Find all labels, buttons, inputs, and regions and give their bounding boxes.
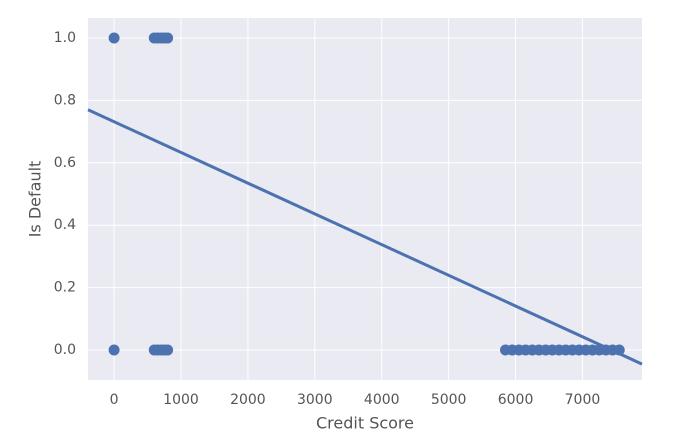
y-tick-label: 0.4 [54, 217, 76, 233]
y-tick-label: 1.0 [54, 30, 76, 46]
x-tick-label: 1000 [163, 392, 199, 408]
y-tick-label: 0.8 [54, 92, 76, 108]
plot-area [88, 18, 642, 380]
x-tick-label: 3000 [297, 392, 333, 408]
x-tick-label: 0 [110, 392, 119, 408]
x-tick-label: 2000 [230, 392, 266, 408]
point [162, 32, 174, 44]
x-tick-label: 4000 [364, 392, 400, 408]
x-tick-label: 7000 [565, 392, 601, 408]
y-tick-label: 0.0 [54, 342, 76, 358]
point [162, 344, 174, 356]
y-axis-label: Is Default [26, 161, 45, 238]
fit-line [87, 108, 643, 366]
x-tick-label: 6000 [498, 392, 534, 408]
point [108, 344, 120, 356]
x-tick-label: 5000 [431, 392, 467, 408]
y-tick-label: 0.2 [54, 280, 76, 296]
point [108, 32, 120, 44]
x-axis-label: Credit Score [316, 414, 414, 433]
y-tick-label: 0.6 [54, 155, 76, 171]
